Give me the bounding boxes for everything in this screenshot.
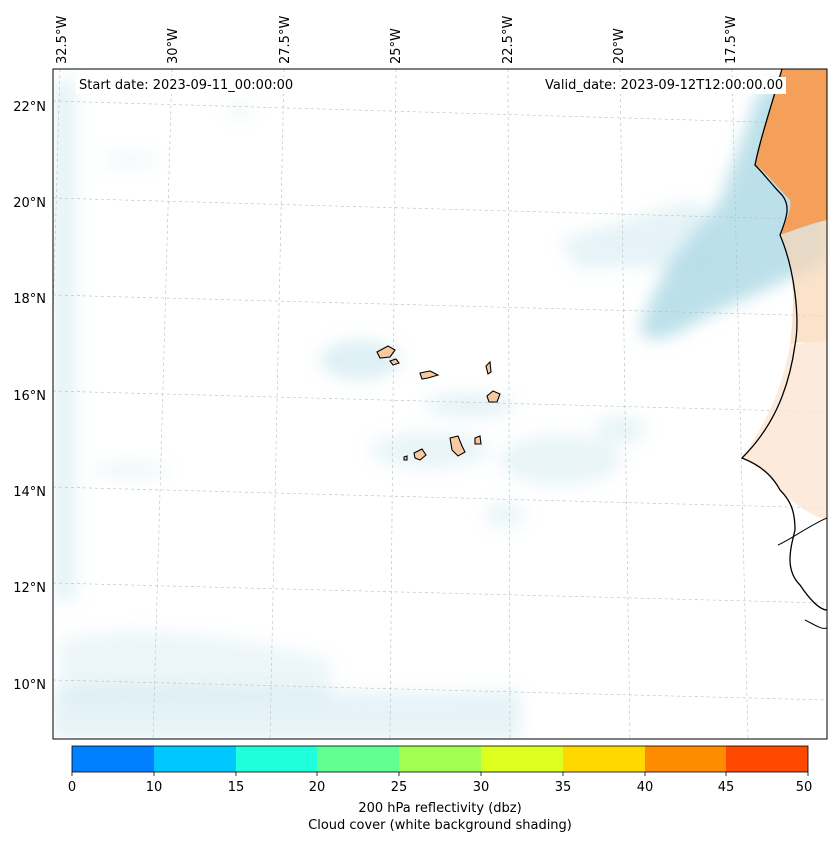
lon-label: 32.5°W bbox=[55, 16, 70, 64]
lon-label: 17.5°W bbox=[724, 16, 739, 64]
lon-label: 20°W bbox=[612, 28, 627, 64]
lat-label: 20°N bbox=[13, 196, 46, 211]
lat-label: 22°N bbox=[13, 100, 46, 115]
lat-label: 12°N bbox=[13, 581, 46, 596]
colorbar-tick-label: 40 bbox=[636, 780, 654, 795]
colorbar-segment bbox=[481, 746, 563, 772]
colorbar-segment bbox=[563, 746, 645, 772]
lat-label: 14°N bbox=[13, 485, 46, 500]
lat-label: 10°N bbox=[13, 678, 46, 693]
colorbar-segment bbox=[645, 746, 726, 772]
colorbar-segment bbox=[236, 746, 317, 772]
colorbar-tick-label: 35 bbox=[554, 780, 572, 795]
colorbar-tick-label: 25 bbox=[390, 780, 408, 795]
colorbar-tick-label: 45 bbox=[717, 780, 735, 795]
lon-label: 25°W bbox=[389, 28, 404, 64]
colorbar-segment bbox=[399, 746, 481, 772]
lon-label: 30°W bbox=[166, 28, 181, 64]
lat-label: 18°N bbox=[13, 292, 46, 307]
cloud-cover-shading bbox=[53, 69, 827, 739]
map-frame bbox=[52, 68, 828, 740]
colorbar-tick-label: 0 bbox=[67, 780, 77, 795]
lat-label: 16°N bbox=[13, 389, 46, 404]
colorbar-segment bbox=[154, 746, 236, 772]
colorbar-tick-label: 50 bbox=[795, 780, 813, 795]
lon-label: 27.5°W bbox=[278, 16, 293, 64]
colorbar-segment bbox=[726, 746, 808, 772]
valid-date-label: Valid_date: 2023-09-12T12:00:00.00 bbox=[542, 77, 787, 94]
colorbar-tick-label: 30 bbox=[472, 780, 490, 795]
colorbar-segment bbox=[72, 746, 154, 772]
colorbar-tick-label: 15 bbox=[227, 780, 245, 795]
longitude-labels: 32.5°W 30°W 27.5°W 25°W 22.5°W 20°W 17.5… bbox=[55, 16, 739, 64]
colorbar-label: 200 hPa reflectivity (dbz) bbox=[358, 801, 522, 816]
start-date-label: Start date: 2023-09-11_00:00:00 bbox=[76, 77, 297, 94]
colorbar-tick-label: 10 bbox=[145, 780, 163, 795]
africa-coast bbox=[740, 69, 827, 629]
colorbar-sublabel: Cloud cover (white background shading) bbox=[308, 818, 572, 833]
latitude-labels: 22°N 20°N 18°N 16°N 14°N 12°N 10°N bbox=[13, 100, 46, 693]
cape-verde-islands bbox=[376, 345, 501, 461]
graticule bbox=[53, 69, 827, 739]
colorbar-tick-label: 20 bbox=[308, 780, 326, 795]
colorbar bbox=[71, 745, 809, 776]
colorbar-segment bbox=[317, 746, 399, 772]
lon-label: 22.5°W bbox=[501, 16, 516, 64]
